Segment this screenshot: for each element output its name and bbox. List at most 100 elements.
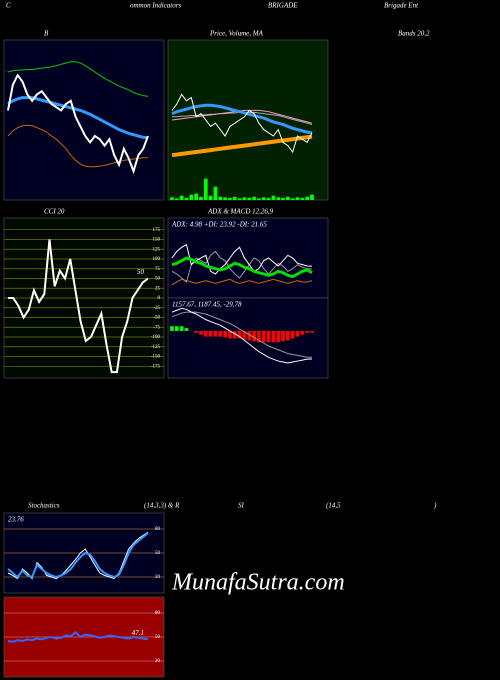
header: C bbox=[6, 2, 11, 10]
bar bbox=[242, 330, 247, 340]
y-tick-label: -75 bbox=[153, 325, 160, 330]
bar bbox=[213, 330, 218, 337]
series-line bbox=[171, 93, 313, 154]
bar bbox=[218, 196, 223, 200]
bar bbox=[271, 330, 276, 343]
bar bbox=[174, 198, 179, 200]
y-tick-label: 80 bbox=[155, 611, 161, 616]
bar bbox=[300, 330, 305, 335]
value-label: 47.1 bbox=[132, 629, 144, 637]
bar bbox=[223, 197, 227, 200]
bar bbox=[290, 198, 295, 200]
y-tick-label: -150 bbox=[151, 355, 161, 360]
series-line bbox=[7, 532, 149, 579]
bar bbox=[203, 330, 208, 337]
header: CCI 20 bbox=[44, 208, 65, 216]
y-tick-label: -100 bbox=[151, 335, 161, 340]
header: B bbox=[44, 30, 49, 38]
bar bbox=[242, 197, 247, 200]
y-tick-label: 20 bbox=[155, 659, 161, 664]
y-tick-label: -175 bbox=[151, 364, 161, 369]
bar bbox=[247, 330, 252, 341]
y-tick-label: 50 bbox=[155, 277, 161, 282]
series-line bbox=[8, 239, 149, 374]
y-tick-label: 50 bbox=[155, 635, 161, 640]
y-tick-label: 25 bbox=[155, 286, 161, 291]
bar bbox=[310, 194, 314, 200]
bar bbox=[208, 330, 213, 337]
series-line bbox=[7, 73, 149, 175]
header: Stochastics bbox=[28, 502, 60, 510]
bar bbox=[257, 198, 261, 200]
series-line bbox=[7, 61, 149, 97]
bar bbox=[228, 330, 232, 339]
y-tick-label: 20 bbox=[155, 575, 161, 580]
header: Price, Volume, MA bbox=[209, 30, 264, 38]
panel bbox=[167, 217, 329, 299]
bar bbox=[223, 330, 227, 338]
y-tick-label: 150 bbox=[153, 238, 161, 243]
bar bbox=[257, 330, 261, 343]
y-tick-label: -125 bbox=[151, 345, 161, 350]
bar bbox=[266, 197, 271, 200]
series-line bbox=[7, 96, 149, 140]
annotation: 1157.67, 1187.45, -29.78 bbox=[172, 301, 242, 309]
header: ommon Indicators bbox=[130, 2, 181, 10]
panel bbox=[3, 39, 165, 201]
bar bbox=[218, 330, 223, 337]
bar bbox=[295, 330, 300, 337]
y-tick-label: 80 bbox=[155, 527, 161, 532]
bar bbox=[228, 197, 232, 200]
y-tick-label: 175 bbox=[153, 228, 161, 233]
series-line bbox=[171, 134, 313, 158]
header: Brigade Ent bbox=[384, 2, 419, 10]
bar bbox=[184, 197, 189, 200]
bar bbox=[261, 197, 266, 200]
series-line bbox=[171, 278, 313, 286]
series-line bbox=[171, 256, 313, 279]
header: (14,3,3) & R bbox=[144, 502, 180, 510]
bar bbox=[310, 330, 314, 333]
bar bbox=[189, 194, 194, 200]
bar bbox=[194, 330, 199, 333]
y-tick-label: 100 bbox=[153, 257, 161, 262]
bar bbox=[305, 196, 310, 200]
bar bbox=[285, 330, 290, 341]
series-line bbox=[171, 307, 313, 364]
bar bbox=[281, 330, 285, 342]
watermark: MunafaSutra.com bbox=[171, 570, 345, 596]
bar bbox=[247, 197, 252, 200]
bar bbox=[184, 328, 189, 331]
bar bbox=[276, 197, 281, 200]
bar bbox=[305, 330, 310, 333]
series-line bbox=[171, 311, 312, 358]
annotation: ADX: 4.98 +DI: 23.92 -DI: 21.65 bbox=[171, 221, 267, 229]
bar bbox=[266, 330, 271, 343]
bar bbox=[281, 197, 285, 200]
series-line bbox=[7, 124, 148, 168]
series-line bbox=[171, 103, 313, 135]
series-line bbox=[7, 630, 149, 643]
bar bbox=[290, 330, 295, 339]
bar bbox=[194, 193, 199, 200]
bar bbox=[237, 198, 242, 200]
panel bbox=[167, 39, 329, 201]
series-line bbox=[171, 250, 313, 283]
y-tick-label: 125 bbox=[153, 247, 161, 252]
bar bbox=[170, 197, 174, 200]
bar bbox=[300, 197, 305, 200]
bar bbox=[199, 330, 203, 335]
bar bbox=[170, 326, 174, 331]
header: ) bbox=[433, 502, 437, 510]
bar bbox=[271, 195, 276, 200]
bar bbox=[179, 326, 184, 331]
bar bbox=[174, 326, 179, 331]
annotation: 23.76 bbox=[8, 516, 24, 524]
bar bbox=[232, 196, 237, 200]
bar bbox=[295, 197, 300, 200]
bar bbox=[252, 330, 256, 342]
bar bbox=[213, 186, 218, 200]
header: SI bbox=[238, 502, 245, 510]
bar bbox=[276, 330, 281, 343]
